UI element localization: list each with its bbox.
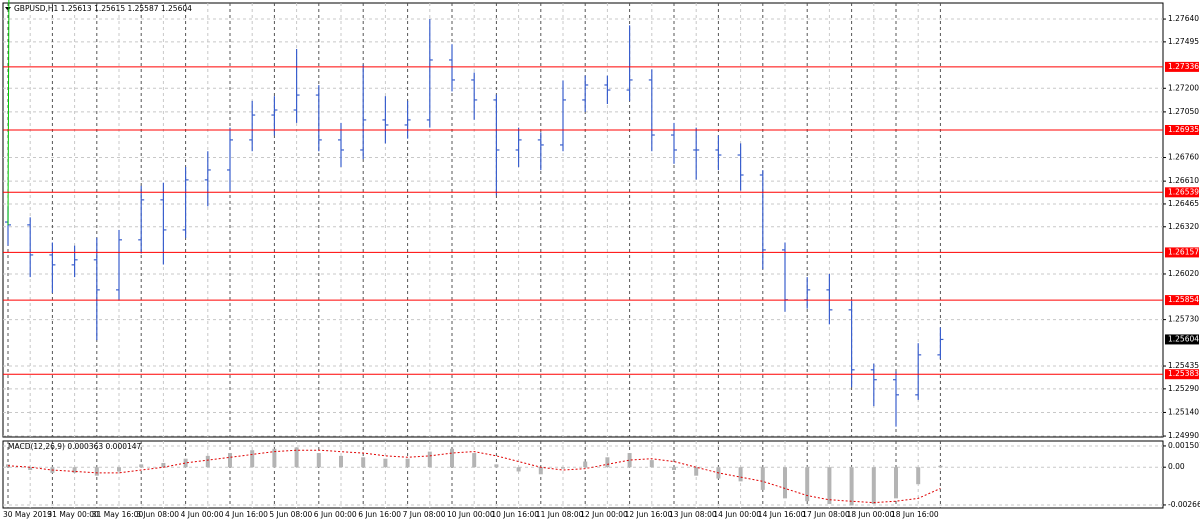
macd-pane — [2, 440, 1164, 509]
plot — [3, 0, 1163, 506]
y-tick-label: 0.00 — [1168, 462, 1185, 471]
x-tick-label: 18 Jun 00:00 — [847, 510, 895, 519]
level-label: 1.26157 — [1168, 247, 1199, 256]
x-tick-label: 13 Jun 08:00 — [669, 510, 717, 519]
level-label: 1.26539 — [1168, 187, 1199, 196]
x-tick-label: 30 May 2019 — [3, 510, 52, 519]
x-tick-label: 12 Jun 00:00 — [580, 510, 628, 519]
y-tick-label: 1.26610 — [1168, 176, 1199, 185]
y-tick-label: 1.27050 — [1168, 107, 1199, 116]
current-price-bg — [1165, 334, 1199, 345]
y-tick-label: 1.27495 — [1168, 37, 1199, 46]
y-tick-label: 1.27640 — [1168, 14, 1199, 23]
level-label-bg — [1165, 295, 1199, 306]
y-tick-label: 1.26465 — [1168, 199, 1199, 208]
macd-title: MACD(12,26,9) 0.000363 0.000147 — [8, 442, 142, 451]
y-tick-label: 1.24990 — [1168, 431, 1199, 440]
x-tick-label: 5 Jun 08:00 — [269, 510, 312, 519]
x-tick-label: 31 May 16:00 — [92, 510, 144, 519]
x-tick-label: 6 Jun 16:00 — [358, 510, 401, 519]
x-tick-label: 18 Jun 16:00 — [891, 510, 939, 519]
x-tick-label: 11 Jun 08:00 — [536, 510, 584, 519]
x-tick-label: 4 Jun 16:00 — [225, 510, 268, 519]
y-tick-label: 0.001501 — [1168, 441, 1200, 450]
x-tick-label: 7 Jun 08:00 — [403, 510, 446, 519]
x-tick-label: 10 Jun 16:00 — [491, 510, 539, 519]
y-tick-label: 1.26020 — [1168, 269, 1199, 278]
x-tick-label: 14 Jun 00:00 — [713, 510, 761, 519]
level-label-bg — [1165, 61, 1199, 72]
y-tick-label: 1.27200 — [1168, 83, 1199, 92]
x-tick-label: 4 Jun 00:00 — [181, 510, 224, 519]
macd-signal — [7, 449, 941, 504]
y-tick-label: 1.25290 — [1168, 384, 1199, 393]
level-label-bg — [1165, 247, 1199, 258]
y-tick-label: 1.25435 — [1168, 361, 1199, 370]
y-tick-label: 1.26320 — [1168, 222, 1199, 231]
level-label-bg — [1165, 187, 1199, 198]
y-tick-label: 1.25140 — [1168, 407, 1199, 416]
x-tick-label: 3 Jun 08:00 — [136, 510, 179, 519]
chart-title: GBPUSD,H1 1.25613 1.25615 1.25587 1.2560… — [14, 4, 192, 13]
x-tick-label: 10 Jun 00:00 — [447, 510, 495, 519]
x-tick-label: 17 Jun 08:00 — [802, 510, 850, 519]
level-label: 1.25383 — [1168, 369, 1199, 378]
level-label-bg — [1165, 369, 1199, 380]
level-label: 1.26935 — [1168, 125, 1199, 134]
x-tick-label: 14 Jun 16:00 — [758, 510, 806, 519]
y-tick-label: -0.002665 — [1168, 500, 1200, 509]
y-tick-label: 1.25730 — [1168, 315, 1199, 324]
x-tick-label: 6 Jun 00:00 — [314, 510, 357, 519]
x-tick-label: 31 May 00:00 — [47, 510, 99, 519]
level-label: 1.27336 — [1168, 62, 1199, 71]
current-price-label: 1.25604 — [1168, 334, 1199, 343]
x-tick-label: 12 Jun 16:00 — [625, 510, 673, 519]
level-label-bg — [1165, 124, 1199, 135]
main-pane — [2, 2, 1164, 438]
level-label: 1.25854 — [1168, 295, 1199, 304]
y-tick-label: 1.26760 — [1168, 153, 1199, 162]
